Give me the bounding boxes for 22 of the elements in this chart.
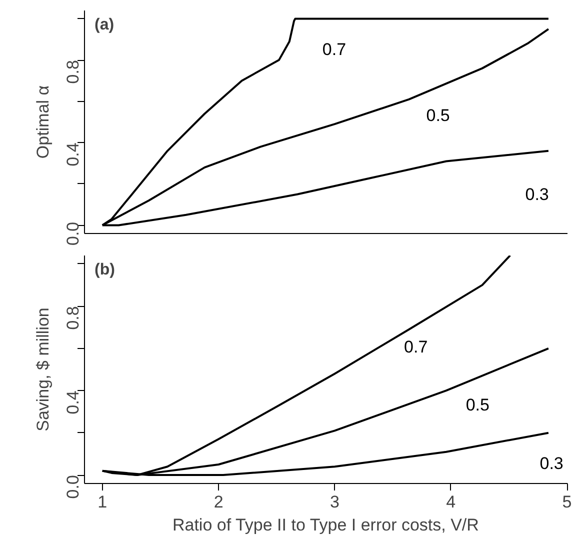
x-tick-label: 3 [330, 492, 340, 512]
series-label: 0.7 [404, 337, 428, 356]
y-axis-title: Optimal α [34, 85, 52, 159]
y-axis-title: Saving, $ million [34, 308, 52, 432]
series-label: 0.3 [525, 185, 549, 204]
chart-title: (b) [94, 262, 115, 278]
y-tick-label: 0.8 [64, 60, 82, 84]
x-tick-label: 1 [98, 492, 108, 512]
y-tick-label: 0.0 [64, 222, 82, 246]
series-label: 0.7 [322, 40, 346, 59]
y-tick-label: 0.8 [64, 306, 82, 330]
y-tick-label: 0.4 [64, 142, 82, 166]
x-axis-title: Ratio of Type II to Type I error costs, V/R [172, 516, 479, 534]
x-tick-label: 5 [562, 492, 572, 512]
y-tick-label: 0.0 [64, 475, 82, 499]
series-label: 0.5 [466, 396, 490, 415]
chart-title: (a) [94, 16, 114, 34]
x-tick-label: 4 [446, 492, 456, 512]
series-label: 0.5 [426, 106, 450, 126]
y-tick-label: 0.4 [64, 390, 82, 414]
x-tick-label: 2 [214, 492, 224, 512]
series-label: 0.3 [540, 454, 564, 473]
